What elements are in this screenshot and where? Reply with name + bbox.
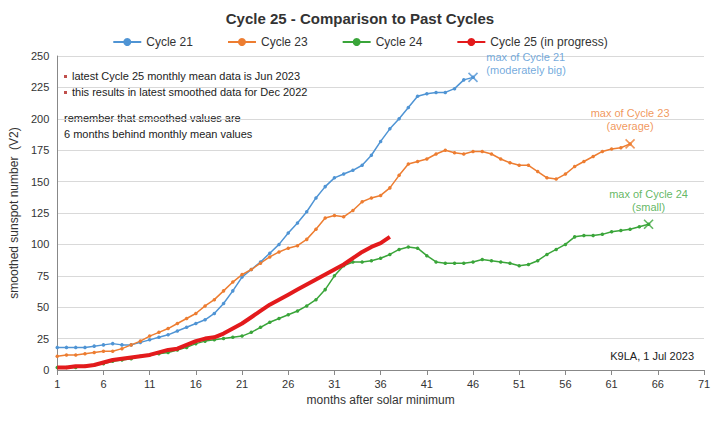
- svg-text:250: 250: [31, 50, 49, 62]
- svg-text:max of Cycle 24: max of Cycle 24: [609, 188, 688, 200]
- svg-text:46: 46: [467, 378, 479, 390]
- svg-text:(average): (average): [607, 120, 654, 132]
- svg-text:this results in latest smoothe: this results in latest smoothed data for…: [72, 85, 308, 98]
- svg-text:Cycle 25 (in progress): Cycle 25 (in progress): [490, 35, 607, 49]
- svg-text:71: 71: [698, 378, 710, 390]
- svg-text:150: 150: [31, 176, 49, 188]
- svg-text:Cycle 23: Cycle 23: [261, 35, 308, 49]
- svg-text:175: 175: [31, 144, 49, 156]
- svg-text:Cycle 24: Cycle 24: [376, 35, 423, 49]
- svg-text:max of Cycle 21: max of Cycle 21: [486, 51, 565, 63]
- svg-text:56: 56: [559, 378, 571, 390]
- svg-text:25: 25: [37, 333, 49, 345]
- svg-text:75: 75: [37, 270, 49, 282]
- svg-text:200: 200: [31, 113, 49, 125]
- svg-text:Cycle 25 - Comparison to Past: Cycle 25 - Comparison to Past Cycles: [226, 10, 494, 27]
- svg-text:latest Cycle 25 monthly mean d: latest Cycle 25 monthly mean data is Jun…: [72, 70, 300, 82]
- svg-text:11: 11: [144, 378, 155, 390]
- svg-text:max of Cycle 23: max of Cycle 23: [591, 107, 670, 119]
- svg-text:6: 6: [100, 378, 106, 390]
- svg-text:66: 66: [652, 378, 664, 390]
- svg-text:remember that smoothed values: remember that smoothed values are: [64, 112, 241, 124]
- svg-text:125: 125: [31, 207, 49, 219]
- svg-text:smoothed sunspot number (V2): smoothed sunspot number (V2): [7, 127, 21, 298]
- svg-text:100: 100: [31, 238, 49, 250]
- svg-text:50: 50: [37, 301, 49, 313]
- svg-text:16: 16: [190, 378, 202, 390]
- svg-text:36: 36: [375, 378, 387, 390]
- svg-text:(moderately big): (moderately big): [486, 64, 565, 76]
- svg-text:Cycle 21: Cycle 21: [146, 35, 193, 49]
- svg-text:51: 51: [513, 378, 525, 390]
- svg-text:31: 31: [328, 378, 340, 390]
- svg-text:6 months behind monthly mean v: 6 months behind monthly mean values: [64, 128, 253, 140]
- svg-text:months after solar minimum: months after solar minimum: [307, 393, 455, 407]
- svg-text:1: 1: [54, 378, 60, 390]
- svg-text:K9LA, 1 Jul 2023: K9LA, 1 Jul 2023: [610, 350, 694, 362]
- svg-text:26: 26: [282, 378, 294, 390]
- svg-text:41: 41: [421, 378, 433, 390]
- svg-text:0: 0: [43, 364, 49, 376]
- svg-text:(small): (small): [632, 201, 665, 213]
- svg-text:21: 21: [236, 378, 248, 390]
- svg-text:61: 61: [605, 378, 617, 390]
- svg-text:225: 225: [31, 81, 49, 93]
